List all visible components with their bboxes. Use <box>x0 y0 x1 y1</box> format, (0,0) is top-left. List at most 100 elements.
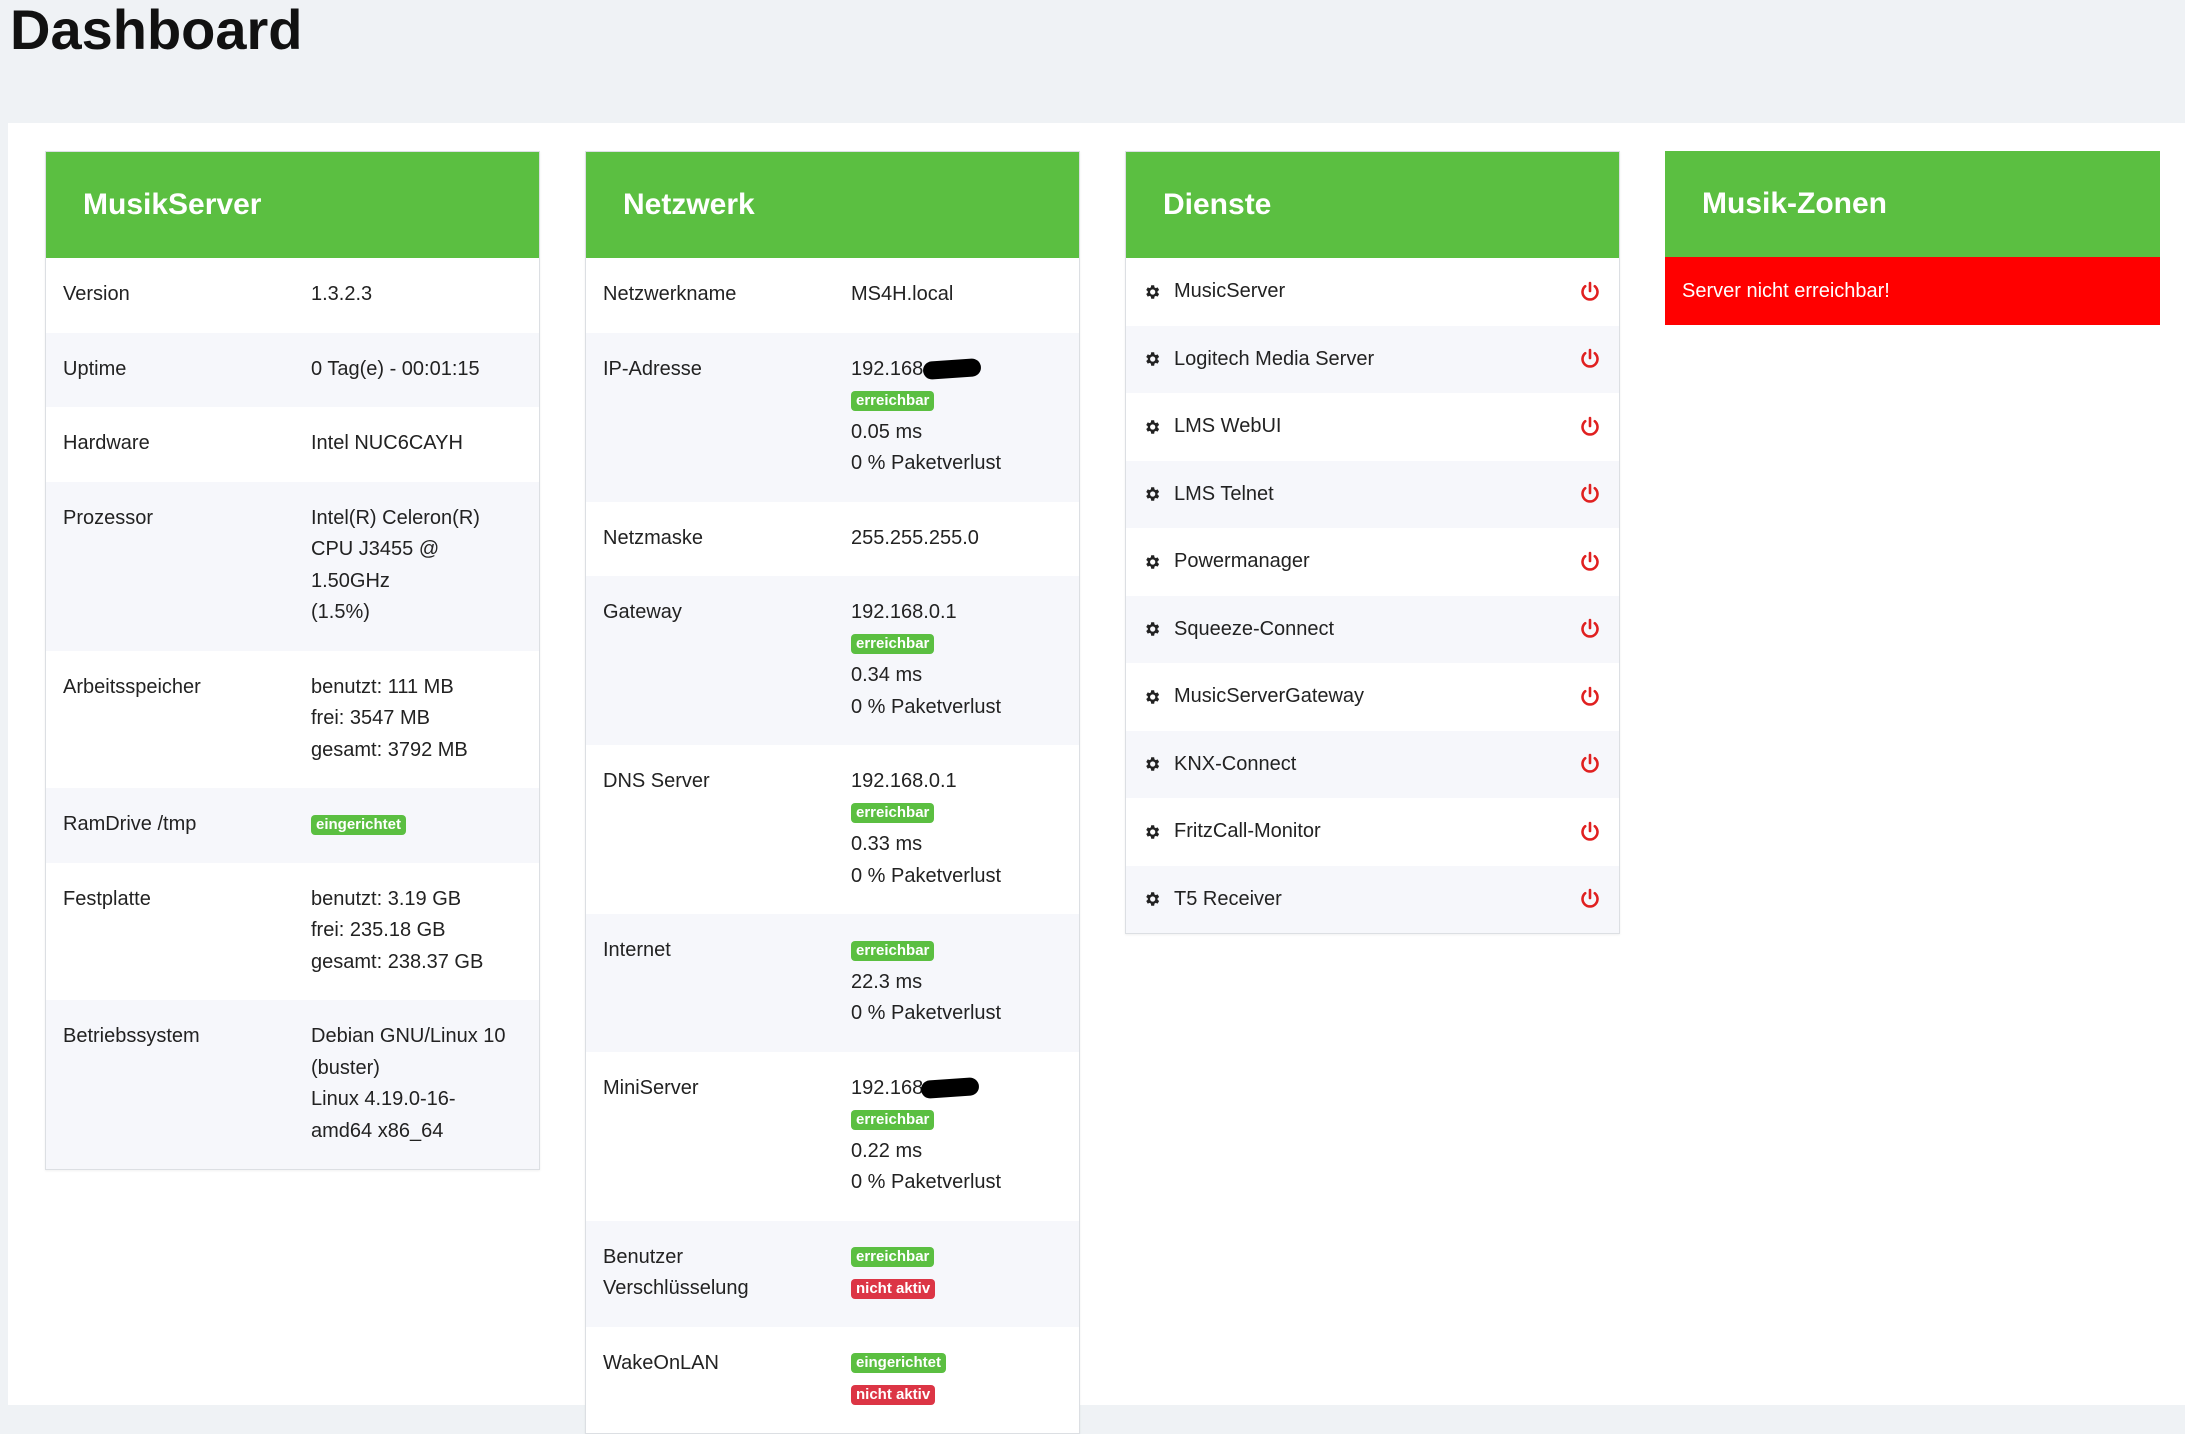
row-value: erreichbar nicht aktiv <box>851 1242 1062 1305</box>
row-value: 192.168 erreichbar 0.22 ms 0 % Paketverl… <box>851 1073 1062 1199</box>
status-badge: erreichbar <box>851 1109 935 1130</box>
value-line: 0 Tag(e) - 00:01:15 <box>311 357 480 380</box>
service-row: FritzCall-Monitor <box>1126 798 1619 866</box>
power-icon[interactable] <box>1578 347 1602 371</box>
row-prozessor: Prozessor Intel(R) Celeron(R) CPU J3455 … <box>46 481 539 651</box>
row-label: Benutzer Verschlüsselung <box>603 1242 851 1305</box>
gear-icon <box>1143 890 1161 908</box>
card-netzwerk: Netzwerk Netzwerkname MS4H.local IP-Adre… <box>585 151 1080 1434</box>
value-line: frei: 3547 MB <box>311 707 430 729</box>
status-badge: erreichbar <box>851 1247 935 1268</box>
row-label: DNS Server <box>603 770 710 792</box>
redaction-mark <box>922 358 982 381</box>
row-label: Netzwerkname <box>603 283 737 305</box>
value-line: 1.50GHz <box>311 569 390 592</box>
row-value: Intel(R) Celeron(R) CPU J3455 @ 1.50GHz … <box>311 503 522 629</box>
row-internet: Internet erreichbar 22.3 ms 0 % Paketver… <box>586 914 1079 1052</box>
ip-line: 192.168. <box>851 354 1062 386</box>
error-alert: Server nicht erreichbar! <box>1665 257 2160 325</box>
service-name: FritzCall-Monitor <box>1174 820 1321 843</box>
row-label: Gateway <box>603 601 682 623</box>
loss-value: 0 % Paketverlust <box>851 452 1002 474</box>
row-dns-server: DNS Server 192.168.0.1 erreichbar 0.33 m… <box>586 745 1079 914</box>
ping-value: 0.33 ms <box>851 833 923 855</box>
card-musikserver: MusikServer Version 1.3.2.3 Uptime 0 Tag… <box>45 151 540 1170</box>
row-value: 255.255.255.0 <box>851 523 1062 555</box>
power-icon[interactable] <box>1578 280 1602 304</box>
row-label: Netzmaske <box>603 526 704 549</box>
row-gateway: Gateway 192.168.0.1 erreichbar 0.34 ms 0… <box>586 576 1079 745</box>
row-label: WakeOnLAN <box>603 1351 719 1374</box>
card-musik-zonen: Musik-Zonen Server nicht erreichbar! <box>1665 151 2160 325</box>
value-line: CPU J3455 @ <box>311 538 440 560</box>
service-name: LMS WebUI <box>1174 415 1282 438</box>
gear-icon <box>1143 485 1161 503</box>
row-wakeonlan: WakeOnLAN eingerichtet nicht aktiv <box>586 1327 1079 1433</box>
row-label: IP-Adresse <box>603 357 702 380</box>
power-icon[interactable] <box>1578 887 1602 911</box>
service-row: MusicServerGateway <box>1126 663 1619 731</box>
power-icon[interactable] <box>1578 482 1602 506</box>
row-value: Debian GNU/Linux 10 (buster) Linux 4.19.… <box>311 1021 522 1147</box>
row-value: eingerichtet <box>311 809 522 841</box>
gear-icon <box>1143 553 1161 571</box>
status-badge: erreichbar <box>851 634 935 655</box>
card-header: Musik-Zonen <box>1665 151 2160 257</box>
row-uptime: Uptime 0 Tag(e) - 00:01:15 <box>46 332 539 407</box>
gear-icon <box>1143 688 1161 706</box>
row-ip-adresse: IP-Adresse 192.168. erreichbar 0.05 ms 0… <box>586 332 1079 502</box>
service-row: KNX-Connect <box>1126 730 1619 798</box>
value-line: 255.255.255.0 <box>851 526 979 549</box>
gear-icon <box>1143 418 1161 436</box>
value-line: MS4H.local <box>851 283 954 305</box>
loss-value: 0 % Paketverlust <box>851 695 1002 718</box>
gear-icon <box>1143 283 1161 301</box>
row-label: Betriebssystem <box>63 1025 200 1047</box>
row-value: erreichbar 22.3 ms 0 % Paketverlust <box>851 935 1062 1030</box>
power-icon[interactable] <box>1578 415 1602 439</box>
service-row: Powermanager <box>1126 528 1619 596</box>
power-icon[interactable] <box>1578 752 1602 776</box>
row-label: Hardware <box>63 432 150 454</box>
gear-icon <box>1143 620 1161 638</box>
value-line: frei: 235.18 GB <box>311 919 446 941</box>
gear-icon <box>1143 350 1161 368</box>
service-row: T5 Receiver <box>1126 865 1619 933</box>
row-hardware: Hardware Intel NUC6CAYH <box>46 407 539 482</box>
ping-value: 0.05 ms <box>851 420 923 443</box>
row-value: MS4H.local <box>851 279 1062 311</box>
service-name: Logitech Media Server <box>1174 347 1375 370</box>
power-icon[interactable] <box>1578 617 1602 641</box>
row-value: 192.168. erreichbar 0.05 ms 0 % Paketver… <box>851 354 1062 480</box>
value-line: benutzt: 3.19 GB <box>311 887 462 910</box>
service-name: MusicServer <box>1174 280 1286 303</box>
status-badge: erreichbar <box>851 390 935 411</box>
ip-line: 192.168 <box>851 1073 1062 1105</box>
ping-value: 0.34 ms <box>851 664 923 686</box>
power-icon[interactable] <box>1578 550 1602 574</box>
value-line: Linux 4.19.0-16- <box>311 1088 456 1110</box>
row-value: eingerichtet nicht aktiv <box>851 1348 1062 1411</box>
loss-value: 0 % Paketverlust <box>851 1002 1002 1024</box>
ping-value: 22.3 ms <box>851 970 923 993</box>
row-value: benutzt: 111 MB frei: 3547 MB gesamt: 37… <box>311 672 522 767</box>
card-header: Netzwerk <box>586 152 1079 258</box>
service-name: MusicServerGateway <box>1174 685 1365 708</box>
label-line: Verschlüsselung <box>603 1277 749 1299</box>
power-icon[interactable] <box>1578 820 1602 844</box>
card-header: MusikServer <box>46 152 539 258</box>
service-row: LMS WebUI <box>1126 393 1619 461</box>
ip-value: 192.168.0.1 <box>851 770 957 792</box>
loss-value: 0 % Paketverlust <box>851 864 1002 887</box>
row-value: 192.168.0.1 erreichbar 0.33 ms 0 % Paket… <box>851 766 1062 892</box>
service-row: Squeeze-Connect <box>1126 595 1619 663</box>
row-ramdrive: RamDrive /tmp eingerichtet <box>46 788 539 863</box>
card-header: Dienste <box>1126 152 1619 258</box>
row-value: benutzt: 3.19 GB frei: 235.18 GB gesamt:… <box>311 884 522 979</box>
row-label: RamDrive /tmp <box>63 813 197 835</box>
value-line: Debian GNU/Linux 10 <box>311 1025 506 1047</box>
power-icon[interactable] <box>1578 685 1602 709</box>
row-value: Intel NUC6CAYH <box>311 428 522 460</box>
row-benutzer-verschluesselung: Benutzer Verschlüsselung erreichbar nich… <box>586 1220 1079 1327</box>
value-line: Intel(R) Celeron(R) <box>311 506 480 529</box>
